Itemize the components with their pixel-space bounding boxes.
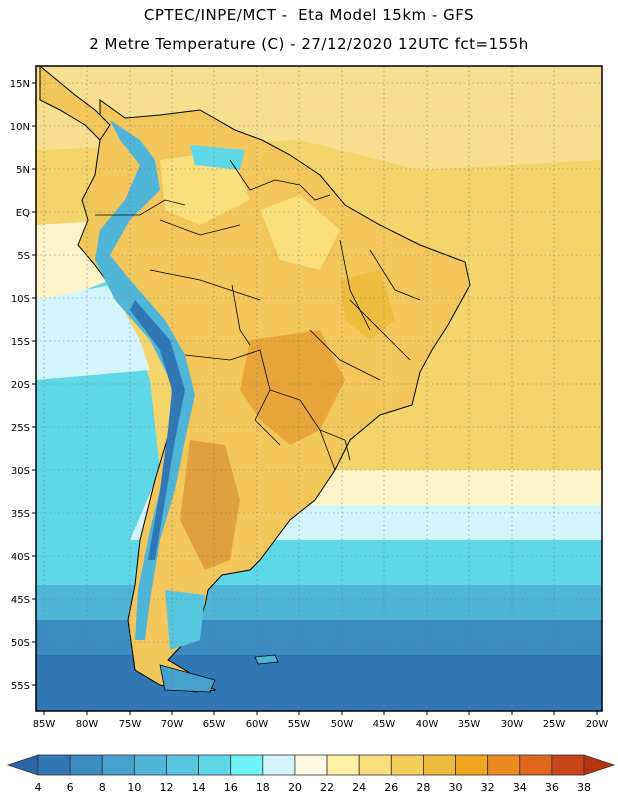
hot-zone-argentina xyxy=(180,440,240,570)
colorbar-tick-label: 10 xyxy=(127,781,141,794)
colorbar-tick-label: 38 xyxy=(577,781,591,794)
falklands xyxy=(254,654,279,665)
colorbar-segment xyxy=(551,754,585,776)
ocean-band-blue xyxy=(36,620,602,660)
lon-label: 25W xyxy=(543,719,566,730)
colorbar-segment xyxy=(37,754,71,776)
country-borders xyxy=(95,159,421,471)
lon-label: 30W xyxy=(501,719,524,730)
colorbar-segment xyxy=(230,754,264,776)
lon-label: 75W xyxy=(119,719,142,730)
map-frame xyxy=(35,65,603,712)
latitude-labels: 15N 10N 5N EQ 5S 10S 15S 20S 25S 30S 35S… xyxy=(10,79,30,692)
lat-label: 40S xyxy=(11,552,30,563)
colorbar-segment xyxy=(69,754,103,776)
lon-label: 45W xyxy=(373,719,396,730)
ocean-band-cyan2 xyxy=(36,585,602,625)
lat-label: 15N xyxy=(10,79,30,90)
colorbar-right-arrow xyxy=(583,754,616,776)
lon-label: 65W xyxy=(203,719,226,730)
hot-zone-brazil-east xyxy=(340,270,395,340)
tierra-del-fuego xyxy=(159,664,216,693)
pale-zone-north xyxy=(160,150,250,225)
tick-marks xyxy=(32,82,598,715)
map-subtitle: 2 Metre Temperature (C) - 27/12/2020 12U… xyxy=(89,35,529,53)
colorbar-segment xyxy=(133,754,167,776)
andes-core xyxy=(130,300,185,560)
ocean-band-deep xyxy=(36,655,602,711)
ocean-band-cyan xyxy=(36,540,602,590)
colorbar-segment xyxy=(198,754,232,776)
lon-label: 60W xyxy=(246,719,269,730)
colorbar-segment xyxy=(166,754,199,776)
colorbar-segment xyxy=(326,754,360,776)
colorbar-tick-label: 22 xyxy=(320,781,334,794)
colorbar-tick-label: 20 xyxy=(288,781,302,794)
pacific-lightblue-zone xyxy=(36,285,150,380)
lon-label: 55W xyxy=(288,719,311,730)
colorbar-segment xyxy=(358,754,392,776)
colorbar-segment xyxy=(519,754,553,776)
lat-label: 45S xyxy=(11,595,30,606)
colorbar-tick-label: 18 xyxy=(256,781,270,794)
lat-label: 50S xyxy=(11,638,30,649)
lat-label: 20S xyxy=(11,380,30,391)
colorbar-tick-label: 32 xyxy=(481,781,495,794)
lat-label: 30S xyxy=(11,466,30,477)
lat-label: 5S xyxy=(17,251,30,262)
map-plot-area xyxy=(36,66,602,711)
longitude-labels: 85W 80W 75W 70W 65W 60W 55W 50W 45W 40W … xyxy=(33,719,609,730)
pale-zone-amazon xyxy=(260,195,340,270)
colorbar-segment xyxy=(390,754,424,776)
lon-label: 85W xyxy=(33,719,56,730)
lat-label: 5N xyxy=(16,165,30,176)
colorbar-tick-label: 8 xyxy=(99,781,106,794)
lon-label: 50W xyxy=(331,719,354,730)
colorbar-tick-label: 30 xyxy=(449,781,463,794)
colorbar-tick-label: 14 xyxy=(192,781,206,794)
lat-label: 10S xyxy=(11,294,30,305)
colorbar-tick-label: 12 xyxy=(159,781,173,794)
colorbar-segment xyxy=(101,754,135,776)
colorbar-tick-label: 26 xyxy=(384,781,398,794)
lat-label: 35S xyxy=(11,509,30,520)
colorbar-segment xyxy=(455,754,489,776)
colorbar-tick-label: 16 xyxy=(224,781,238,794)
colorbar-left-arrow xyxy=(6,754,39,776)
lon-label: 70W xyxy=(161,719,184,730)
colorbar-tick-label: 28 xyxy=(416,781,430,794)
lon-label: 35W xyxy=(458,719,481,730)
map-title: CPTEC/INPE/MCT - Eta Model 15km - GFS xyxy=(143,6,475,24)
colorbar-labels: 4 6 8 10 12 14 16 18 20 22 24 26 28 30 32 34 36 38 xyxy=(35,781,592,794)
colorbar-tick-label: 4 xyxy=(35,781,42,794)
lat-label: EQ xyxy=(16,208,30,219)
lon-label: 80W xyxy=(76,719,99,730)
hot-zone-central xyxy=(240,330,345,445)
colorbar-segment xyxy=(487,754,521,776)
central-america-land xyxy=(39,66,111,141)
colorbar-tick-label: 6 xyxy=(67,781,74,794)
guiana-highlands xyxy=(190,145,245,170)
temperature-colorbar xyxy=(6,754,616,776)
colorbar-tick-label: 24 xyxy=(352,781,366,794)
lon-label: 40W xyxy=(416,719,439,730)
colorbar-segment xyxy=(423,754,456,776)
colorbar-tick-label: 36 xyxy=(545,781,559,794)
lat-label: 55S xyxy=(11,681,30,692)
lon-label: 20W xyxy=(586,719,609,730)
lat-label: 25S xyxy=(11,423,30,434)
colorbar-segment xyxy=(262,754,296,776)
lat-label: 15S xyxy=(11,337,30,348)
colorbar-tick-label: 34 xyxy=(513,781,527,794)
colorbar-segment xyxy=(294,754,328,776)
lat-label: 10N xyxy=(10,122,30,133)
patagonia-cool xyxy=(165,590,205,650)
